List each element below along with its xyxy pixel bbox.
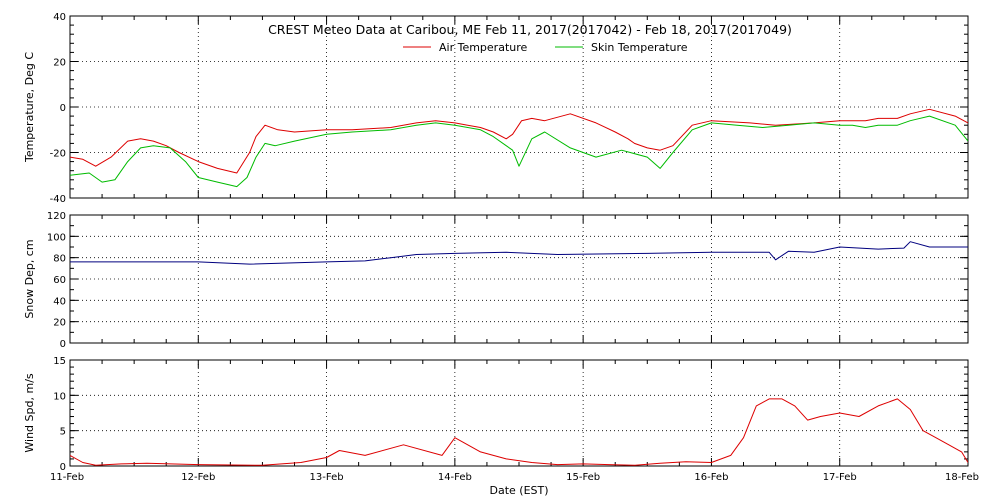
y-axis-label: Temperature, Deg C xyxy=(23,52,36,163)
panel-frame xyxy=(69,15,969,199)
y-tick-label: 20 xyxy=(53,58,66,69)
x-tick-label: 16-Feb xyxy=(694,472,728,483)
y-tick-label: 40 xyxy=(53,12,66,23)
y-tick-label: 10 xyxy=(53,391,66,402)
y-tick-label: 0 xyxy=(60,103,66,114)
series-line-panel-3 xyxy=(70,398,968,466)
y-tick-label: 60 xyxy=(53,275,66,286)
series-line-panel-2 xyxy=(70,241,968,265)
panel-frame xyxy=(69,359,969,467)
y-tick-label: 100 xyxy=(47,232,66,243)
y-tick-label: 0 xyxy=(60,339,66,350)
x-tick-label: 18-Feb xyxy=(945,472,979,483)
x-tick-labels: 11-Feb 12-Feb 13-Feb 14-Feb 15-Feb 16-Feb 17-F… xyxy=(50,472,979,483)
y-tick-label: 120 xyxy=(47,211,66,222)
x-tick-label: 11-Feb xyxy=(50,472,84,483)
x-tick-label: 15-Feb xyxy=(566,472,600,483)
x-tick-label: 14-Feb xyxy=(438,472,472,483)
y-tick-label: 20 xyxy=(53,318,66,329)
series-line-skin-temperature xyxy=(70,115,968,188)
plot-panels: -40 -20 0 20 40 Temperature, Deg C Air Tempera… xyxy=(23,12,979,483)
y-axis-label: Snow Dep, cm xyxy=(23,239,36,318)
chart-title: CREST Meteo Data at Caribou, ME Feb 11, … xyxy=(268,22,792,37)
y-tick-label: -20 xyxy=(50,149,66,160)
y-axis-label: Wind Spd, m/s xyxy=(23,373,36,453)
panel-1: -40 -20 0 20 40 Temperature, Deg C Air Tempera… xyxy=(23,12,969,205)
y-tick-label: 0 xyxy=(60,462,66,473)
y-tick-label: 80 xyxy=(53,254,66,265)
x-axis-label: Date (EST) xyxy=(489,484,548,497)
x-tick-label: 12-Feb xyxy=(181,472,215,483)
legend-entry: Air Temperature xyxy=(439,41,528,54)
x-tick-label: 13-Feb xyxy=(310,472,344,483)
panel-3: 0 5 10 15 Wind Spd, m/s xyxy=(23,356,969,473)
legend-entry: Skin Temperature xyxy=(591,41,688,54)
panel-frame xyxy=(69,214,969,344)
y-tick-label: 40 xyxy=(53,296,66,307)
y-tick-label: 15 xyxy=(53,356,66,367)
panel-2: 0 20 40 60 80 100 120 Snow Dep, cm xyxy=(23,211,969,350)
y-tick-label: 5 xyxy=(60,427,66,438)
series-line-air-temperature xyxy=(70,108,968,174)
y-tick-label: -40 xyxy=(50,194,66,205)
x-tick-label: 17-Feb xyxy=(823,472,857,483)
